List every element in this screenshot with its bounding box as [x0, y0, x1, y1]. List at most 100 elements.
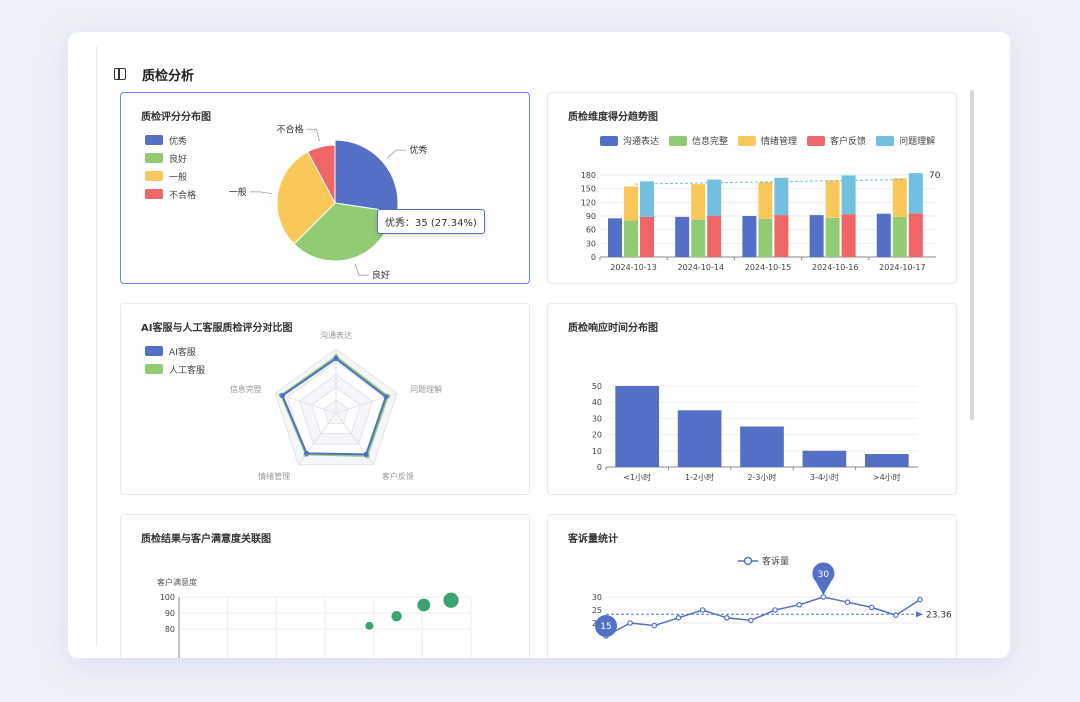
- sidebar-divider: [96, 46, 97, 646]
- legend-label: 不合格: [169, 190, 197, 201]
- bar: [841, 175, 856, 215]
- y-tick-label: 180: [581, 171, 596, 180]
- card-title: 质检响应时间分布图: [568, 323, 658, 334]
- pie-slice: [334, 139, 399, 213]
- y-tick-label: 10: [592, 447, 602, 456]
- pie-label-line: [249, 191, 272, 195]
- bar: [908, 213, 923, 257]
- x-tick-label: 3-4小时: [810, 472, 839, 482]
- legend-item[interactable]: 客户反馈: [807, 134, 866, 147]
- stacked-bar-chart: 0 30 60 90 120 150 180 2024-10-13 2024-10-14 2024…: [581, 171, 941, 272]
- marker-label: 70: [929, 171, 941, 181]
- radar-indicator-label: 信息完整: [230, 384, 262, 394]
- x-tick-label: 1-2小时: [685, 472, 714, 482]
- y-tick-label: 150: [581, 185, 596, 194]
- bar: [802, 450, 847, 467]
- series-point: [699, 607, 706, 613]
- bar: [624, 186, 638, 221]
- y-tick-label: 25: [592, 606, 602, 615]
- x-tick-label: 2024-10-15: [745, 263, 792, 272]
- y-tick-label: 90: [586, 212, 596, 221]
- radar-series: [281, 357, 388, 456]
- scatter-point: [365, 621, 374, 630]
- card-dimension-trend: 质检维度得分趋势图 沟通表达 信息完整 情绪管理 客户反馈 问题理解 0 30 60…: [547, 92, 957, 284]
- y-tick-label: 80: [165, 625, 175, 634]
- y-tick-label: 120: [581, 198, 596, 207]
- radar-point: [383, 394, 389, 400]
- series-point: [723, 615, 730, 621]
- bar: [675, 216, 690, 257]
- pie-tooltip: 优秀：35 (27.34%): [377, 209, 485, 234]
- legend-item[interactable]: 优秀: [145, 131, 196, 149]
- y-tick-label: 20: [592, 431, 602, 440]
- legend-item[interactable]: 一般: [145, 167, 196, 185]
- scrollbar-thumb[interactable]: [970, 90, 974, 420]
- bar: [809, 215, 824, 257]
- card-score-distribution[interactable]: 质检评分分布图 优秀 良好 一般 不合格 优秀 良好 一般 不合格 优秀：35 (27…: [120, 92, 530, 284]
- card-ai-vs-human: AI客服与人工客服质检评分对比图 AI客服 人工客服 沟通表达 问题理解 客户反馈 情…: [120, 303, 530, 495]
- legend-label: 一般: [169, 172, 188, 183]
- min-pin: [595, 615, 617, 637]
- x-tick-label: 2024-10-13: [610, 263, 657, 272]
- radar-series: [279, 355, 389, 457]
- y-tick-label: 90: [165, 609, 175, 618]
- card-title: 质检维度得分趋势图: [568, 112, 658, 123]
- x-tick-label: 2024-10-14: [678, 263, 725, 272]
- bar: [774, 177, 789, 216]
- bar: [864, 454, 909, 467]
- pie-label: 一般: [229, 186, 247, 198]
- max-pin: [812, 562, 835, 595]
- sidebar-toggle-icon[interactable]: [114, 68, 126, 80]
- legend-item[interactable]: 人工客服: [145, 360, 205, 378]
- pie-label: 良好: [372, 269, 390, 281]
- series-point: [651, 622, 658, 629]
- series-point: [893, 612, 899, 619]
- legend-item[interactable]: 信息完整: [669, 134, 728, 147]
- card-title: 质检评分分布图: [141, 112, 211, 123]
- legend-item[interactable]: 问题理解: [876, 134, 935, 147]
- x-tick-label: 2024-10-17: [879, 263, 926, 272]
- legend-item[interactable]: 情绪管理: [738, 134, 797, 147]
- bar: [615, 386, 660, 467]
- legend-label: 情绪管理: [761, 137, 798, 147]
- average-arrow: [916, 611, 923, 618]
- y-tick-label: 30: [586, 239, 596, 248]
- radar-axis: [275, 392, 337, 414]
- legend-label: 信息完整: [692, 137, 729, 147]
- series-point: [868, 604, 875, 611]
- page-title: 质检分析: [142, 68, 195, 84]
- y-tick-label: 40: [592, 398, 602, 407]
- legend-item[interactable]: 良好: [145, 149, 196, 167]
- average-label: 23.36: [926, 610, 952, 620]
- bar: [774, 215, 789, 257]
- bar: [640, 216, 654, 257]
- legend-label: 客户反馈: [830, 137, 867, 147]
- scatter-point: [391, 611, 402, 622]
- scatter-point: [443, 592, 459, 608]
- legend-item[interactable]: AI客服: [145, 342, 205, 360]
- page-header: 质检分析: [114, 64, 194, 84]
- bar: [624, 220, 638, 257]
- bar: [608, 218, 622, 257]
- x-tick-label: 2-3小时: [747, 472, 776, 482]
- radar-legend: AI客服 人工客服: [145, 342, 205, 378]
- x-tick-label: >4小时: [873, 472, 901, 482]
- card-title: 质检结果与客户满意度关联图: [141, 534, 271, 545]
- pie-legend: 优秀 良好 一般 不合格: [145, 131, 196, 203]
- radar-point: [279, 393, 285, 399]
- bar: [691, 219, 706, 257]
- card-title: 客诉量统计: [568, 534, 618, 545]
- legend-label: 人工客服: [169, 365, 206, 376]
- legend-item[interactable]: 不合格: [145, 185, 196, 203]
- radar-point: [363, 451, 369, 457]
- legend-label: 沟通表达: [623, 137, 660, 147]
- legend-label: AI客服: [169, 347, 196, 358]
- radar-indicator-label: 问题理解: [410, 384, 442, 394]
- legend-item[interactable]: 沟通表达: [600, 134, 659, 147]
- series-point: [844, 599, 851, 606]
- scatter-chart: 客户满意度 100 90 80: [157, 577, 472, 658]
- bar: [876, 213, 891, 257]
- card-response-time: 质检响应时间分布图 0 10 20 30 40 50 <1小时 1-2小时 2-3小时 3-4小时…: [547, 303, 957, 495]
